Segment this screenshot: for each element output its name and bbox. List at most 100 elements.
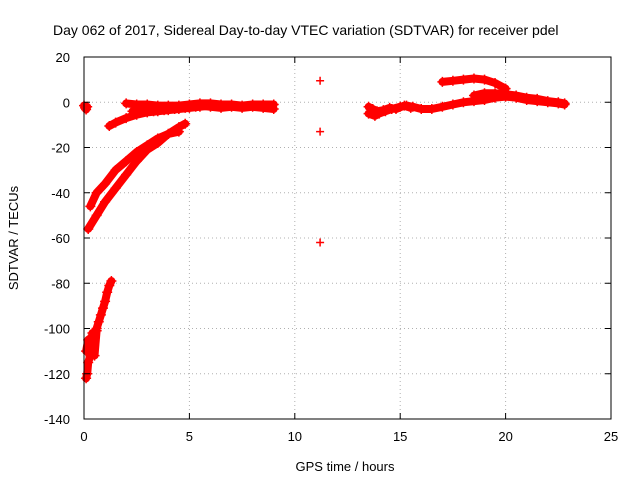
data-point — [316, 127, 325, 136]
data-point — [110, 165, 121, 176]
data-point — [159, 105, 170, 116]
data-point — [316, 238, 325, 247]
data-point — [180, 102, 191, 113]
data-point — [85, 201, 96, 212]
data-point — [405, 102, 416, 113]
data-point — [89, 350, 100, 361]
data-point — [416, 104, 427, 115]
data-point — [247, 101, 258, 112]
data-point — [447, 99, 458, 110]
y-tick-label: -120 — [44, 367, 70, 382]
data-point — [458, 74, 469, 85]
data-point — [131, 156, 142, 167]
series-track-m — [468, 88, 570, 109]
data-point — [532, 93, 543, 104]
data-point — [100, 196, 111, 207]
data-point — [110, 183, 121, 194]
data-point — [87, 328, 98, 339]
data-point — [479, 74, 490, 85]
data-point — [138, 105, 149, 116]
axis-ticks: 0 5 10 15 20 25 -140 -120 -100 -80 -60 -40 -20 0 20 — [44, 50, 618, 444]
data-point — [226, 101, 237, 112]
x-tick-label: 15 — [393, 429, 407, 444]
data-point — [190, 101, 201, 112]
data-point — [91, 187, 102, 198]
data-point — [437, 76, 448, 87]
data-point — [83, 223, 94, 234]
data-point — [390, 104, 401, 115]
series-track-e — [85, 118, 191, 212]
data-point — [258, 102, 269, 113]
data-point — [121, 156, 132, 167]
data-point — [316, 76, 325, 85]
data-point — [169, 104, 180, 115]
data-point — [85, 343, 96, 354]
data-point — [121, 169, 132, 180]
data-point — [490, 78, 501, 89]
grid-lines — [84, 57, 611, 419]
data-point — [163, 128, 174, 139]
data-point — [542, 96, 553, 107]
data-point — [83, 334, 94, 345]
data-point — [152, 133, 163, 144]
data-point — [142, 140, 153, 151]
data-point — [500, 89, 511, 100]
data-point — [479, 88, 490, 99]
data-point — [559, 98, 570, 109]
data-point — [121, 98, 132, 109]
data-point — [372, 106, 383, 117]
data-point — [127, 106, 138, 117]
data-point — [81, 373, 92, 384]
data-points — [79, 73, 570, 384]
y-tick-label: -100 — [44, 322, 70, 337]
data-point — [83, 357, 94, 368]
data-point — [121, 113, 132, 124]
data-point — [458, 97, 469, 108]
x-tick-label: 0 — [80, 429, 87, 444]
data-point — [237, 102, 248, 113]
data-point — [426, 104, 437, 115]
y-tick-label: -140 — [44, 412, 70, 427]
data-point — [91, 325, 102, 336]
data-point — [367, 104, 378, 115]
chart-title: Day 062 of 2017, Sidereal Day-to-day VTE… — [53, 22, 559, 38]
data-point — [100, 178, 111, 189]
series-track-k — [363, 100, 416, 117]
y-tick-label: 20 — [56, 50, 70, 65]
data-point — [102, 287, 113, 298]
data-point — [553, 97, 564, 108]
data-point — [511, 90, 522, 101]
data-point — [104, 121, 115, 132]
data-point — [468, 90, 479, 101]
data-point — [216, 102, 227, 113]
series-band — [470, 89, 569, 108]
x-tick-label: 10 — [288, 429, 302, 444]
data-point — [95, 309, 106, 320]
x-tick-label: 25 — [604, 429, 618, 444]
data-point — [91, 210, 102, 221]
y-axis-label: SDTVAR / TECUs — [6, 185, 21, 290]
data-point — [81, 346, 92, 357]
y-tick-label: -20 — [51, 141, 70, 156]
series-track-c — [81, 325, 102, 361]
data-point — [205, 101, 216, 112]
y-tick-label: -80 — [51, 276, 70, 291]
data-point — [437, 101, 448, 112]
data-point — [363, 101, 374, 112]
data-point — [131, 147, 142, 158]
data-point — [490, 88, 501, 99]
series-track-l — [437, 73, 511, 94]
data-point — [399, 100, 410, 111]
y-tick-label: 0 — [63, 95, 70, 110]
data-point — [104, 280, 115, 291]
data-point — [384, 102, 395, 113]
data-point — [521, 92, 532, 103]
x-tick-label: 5 — [186, 429, 193, 444]
data-point — [180, 118, 191, 129]
data-point — [93, 316, 104, 327]
data-point — [173, 122, 184, 133]
data-point — [468, 73, 479, 84]
data-point — [447, 75, 458, 86]
data-point — [378, 105, 389, 116]
data-point — [97, 303, 108, 314]
